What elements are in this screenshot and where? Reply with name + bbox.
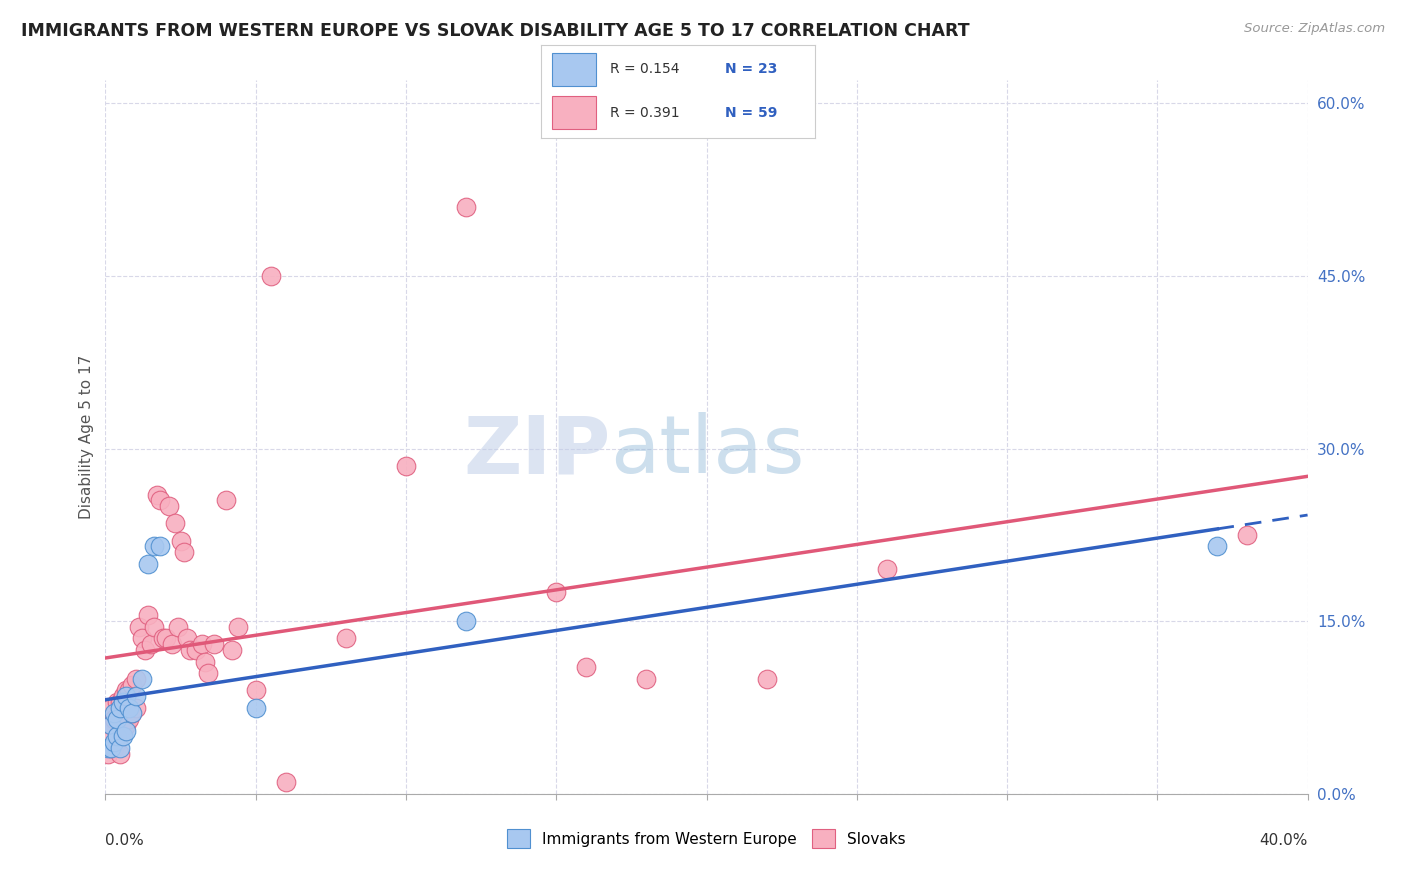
Point [136, 557, 159, 571]
Point [169, 533, 191, 548]
Point [100, 740, 122, 755]
Point [202, 637, 225, 651]
Point [142, 620, 165, 634]
Point [118, 700, 141, 714]
Point [190, 637, 212, 651]
Point [103, 706, 125, 721]
Point [121, 706, 143, 721]
Point [260, 268, 283, 283]
Point [876, 562, 898, 576]
Point [97, 740, 120, 755]
Text: ZIP: ZIP [463, 412, 610, 491]
Point [100, 700, 122, 714]
Point [118, 683, 141, 698]
Point [100, 718, 122, 732]
Point [107, 729, 129, 743]
Point [124, 672, 146, 686]
Point [131, 672, 153, 686]
Point [124, 700, 146, 714]
Point [184, 643, 207, 657]
Point [194, 655, 217, 669]
Point [103, 712, 125, 726]
Point [97, 723, 120, 738]
Point [155, 632, 177, 646]
Point [197, 666, 219, 681]
Point [100, 718, 122, 732]
Point [214, 493, 236, 508]
Point [245, 700, 267, 714]
Point [152, 632, 174, 646]
Point [97, 747, 120, 761]
Point [107, 735, 129, 749]
Text: R = 0.154: R = 0.154 [610, 62, 679, 77]
Text: Source: ZipAtlas.com: Source: ZipAtlas.com [1244, 22, 1385, 36]
Point [112, 723, 135, 738]
Point [112, 695, 135, 709]
Point [124, 689, 146, 703]
Point [118, 712, 141, 726]
Point [107, 712, 129, 726]
Point [115, 683, 138, 698]
Point [139, 637, 162, 651]
Text: IMMIGRANTS FROM WESTERN EUROPE VS SLOVAK DISABILITY AGE 5 TO 17 CORRELATION CHAR: IMMIGRANTS FROM WESTERN EUROPE VS SLOVAK… [21, 22, 970, 40]
Point [226, 620, 249, 634]
Point [176, 632, 198, 646]
Point [115, 689, 138, 703]
Bar [553, 53, 596, 86]
Point [755, 672, 778, 686]
Point [245, 683, 267, 698]
Text: atlas: atlas [610, 412, 804, 491]
Text: N = 23: N = 23 [725, 62, 778, 77]
Point [136, 608, 159, 623]
Y-axis label: Disability Age 5 to 17: Disability Age 5 to 17 [79, 355, 94, 519]
Point [636, 672, 658, 686]
Text: 0.0%: 0.0% [105, 833, 145, 848]
Point [395, 458, 418, 473]
Point [103, 735, 125, 749]
Text: R = 0.391: R = 0.391 [610, 105, 679, 120]
Point [110, 700, 132, 714]
Point [148, 493, 170, 508]
Point [128, 620, 150, 634]
Point [160, 637, 183, 651]
Point [110, 740, 132, 755]
Point [112, 729, 135, 743]
Point [142, 540, 165, 554]
Point [103, 740, 125, 755]
Text: 40.0%: 40.0% [1260, 833, 1308, 848]
Point [157, 499, 180, 513]
Point [145, 488, 167, 502]
Point [546, 585, 568, 599]
Point [100, 740, 122, 755]
Point [274, 775, 297, 789]
Point [115, 718, 138, 732]
Point [221, 643, 243, 657]
Point [166, 620, 188, 634]
Point [134, 643, 156, 657]
Point [131, 632, 153, 646]
Point [575, 660, 598, 674]
Point [454, 200, 477, 214]
Point [115, 723, 138, 738]
Point [110, 695, 132, 709]
Point [112, 689, 135, 703]
Point [335, 632, 357, 646]
Point [107, 695, 129, 709]
Legend: Immigrants from Western Europe, Slovaks: Immigrants from Western Europe, Slovaks [501, 823, 912, 854]
Point [1236, 528, 1258, 542]
Point [121, 706, 143, 721]
Point [454, 614, 477, 628]
Point [1206, 540, 1229, 554]
Point [179, 643, 201, 657]
Text: N = 59: N = 59 [725, 105, 778, 120]
Point [121, 677, 143, 691]
Point [110, 747, 132, 761]
Point [148, 540, 170, 554]
Bar [553, 96, 596, 129]
Point [163, 516, 186, 531]
Point [173, 545, 195, 559]
